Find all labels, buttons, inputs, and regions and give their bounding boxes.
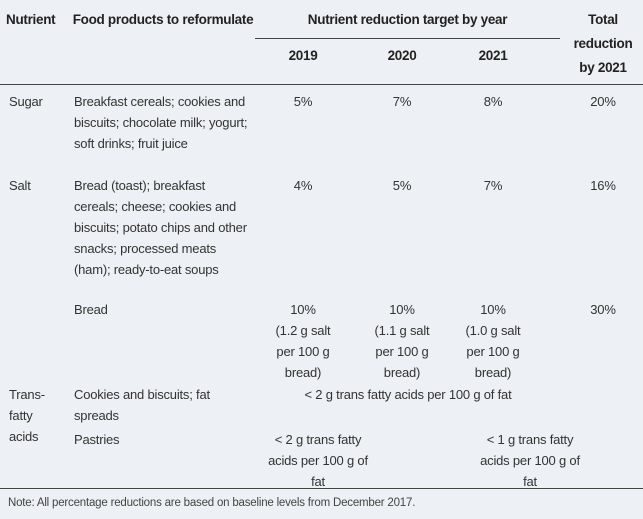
food: Cookies and biscuits; fat spreads: [74, 387, 210, 423]
target-note: (1.1 g salt per 100 g bread): [374, 323, 430, 380]
target: < 1 g trans fatty acids per 100 g of fat: [480, 432, 580, 489]
header-target: Nutrient reduction target by year: [307, 12, 508, 27]
food: Pastries: [74, 432, 120, 447]
target: 10%: [290, 302, 316, 317]
target: < 2 g trans fatty acids per 100 g of fat: [304, 387, 512, 402]
target: 5%: [392, 178, 412, 193]
rule: [0, 488, 643, 489]
header-year: 2021: [478, 48, 508, 63]
food: Bread: [74, 302, 108, 317]
target: 7%: [392, 94, 412, 109]
rule: [255, 38, 560, 39]
target: 10%: [480, 302, 506, 317]
header-total: Total reduction by 2021: [573, 12, 633, 75]
food: Bread (toast); breakfast cereals; cheese…: [74, 178, 247, 277]
header-nutrient: Nutrient: [6, 12, 56, 27]
target: < 2 g trans fatty acids per 100 g of fat: [268, 432, 368, 489]
target: 8%: [483, 94, 503, 109]
total: 16%: [590, 178, 616, 193]
target-note: (1.2 g salt per 100 g bread): [275, 323, 331, 380]
nutrient: Salt: [9, 178, 31, 193]
total: 30%: [590, 302, 616, 317]
header-food: Food products to reformulate: [72, 12, 254, 27]
note: Note: All percentage reductions are base…: [8, 497, 416, 509]
target: 5%: [293, 94, 313, 109]
target-note: (1.0 g salt per 100 g bread): [465, 323, 521, 380]
rule: [0, 84, 643, 85]
nutrient: Trans-fatty acids: [9, 387, 45, 444]
total: 20%: [590, 94, 616, 109]
food: Breakfast cereals; cookies and biscuits;…: [74, 94, 248, 151]
header-year: 2019: [288, 48, 318, 63]
target: 7%: [483, 178, 503, 193]
nutrient: Sugar: [9, 94, 43, 109]
target: 4%: [293, 178, 313, 193]
header-year: 2020: [387, 48, 417, 63]
target: 10%: [389, 302, 415, 317]
